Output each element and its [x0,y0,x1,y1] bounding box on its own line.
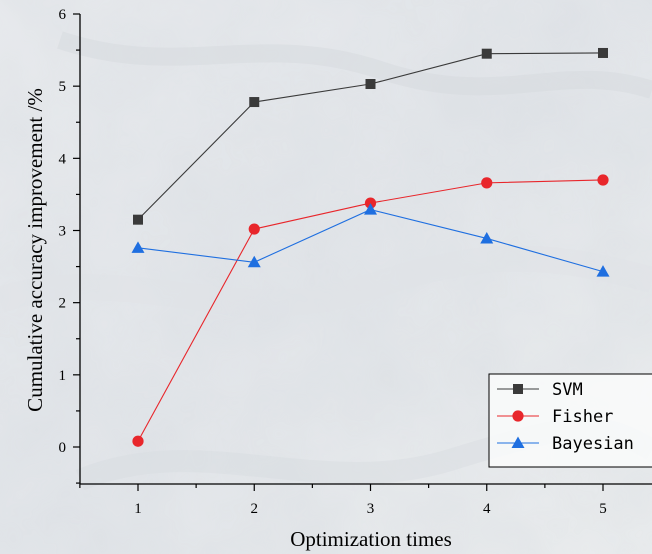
fisher-point-2 [248,223,260,235]
legend: SVM Fisher Bayesian [488,373,652,468]
legend-item-fisher: Fisher [497,407,613,427]
x-tick-label-2: 2 [251,501,259,517]
axes: 0 1 2 3 4 5 6 1 2 3 4 5 [59,7,652,517]
y-tick-label-5: 5 [59,79,67,95]
y-tick-label-4: 4 [59,151,67,167]
y-tick-label-1: 1 [59,368,67,384]
legend-marker-fisher [512,410,524,422]
bayesian-point-1 [131,241,145,253]
fisher-point-1 [132,435,144,447]
x-tick-label-3: 3 [367,501,375,517]
bayesian-point-5 [596,265,610,277]
y-tick-label-3: 3 [59,224,67,240]
bayesian-point-3 [364,203,377,215]
y-tick-label-2: 2 [59,296,67,312]
legend-item-bayesian: Bayesian [497,434,634,454]
legend-marker-bayesian [511,436,525,448]
svm-point-5 [598,47,608,58]
legend-marker-svm [513,384,523,394]
fisher-point-4 [481,177,493,189]
bayesian-point-2 [247,255,261,268]
svm-point-1 [133,214,143,225]
legend-item-svm: SVM [497,380,583,400]
fisher-point-5 [597,174,609,186]
x-tick-label-5: 5 [599,501,607,517]
x-tick-label-4: 4 [483,501,491,517]
series-svm [133,47,608,225]
y-tick-label-6: 6 [59,7,67,23]
svm-point-2 [249,97,260,108]
legend-label-fisher: Fisher [552,407,613,427]
bayesian-point-4 [480,231,494,244]
x-tick-label-1: 1 [134,501,142,517]
series-bayesian [131,203,610,277]
x-axis-label: Optimization times [290,527,452,551]
legend-label-bayesian: Bayesian [552,434,634,454]
legend-label-svm: SVM [552,380,583,400]
svm-point-3 [365,79,376,90]
y-axis-label: Cumulative accuracy improvement /% [23,88,47,412]
y-tick-label-0: 0 [59,440,67,456]
svm-point-4 [481,48,492,59]
plot-area [131,47,610,447]
